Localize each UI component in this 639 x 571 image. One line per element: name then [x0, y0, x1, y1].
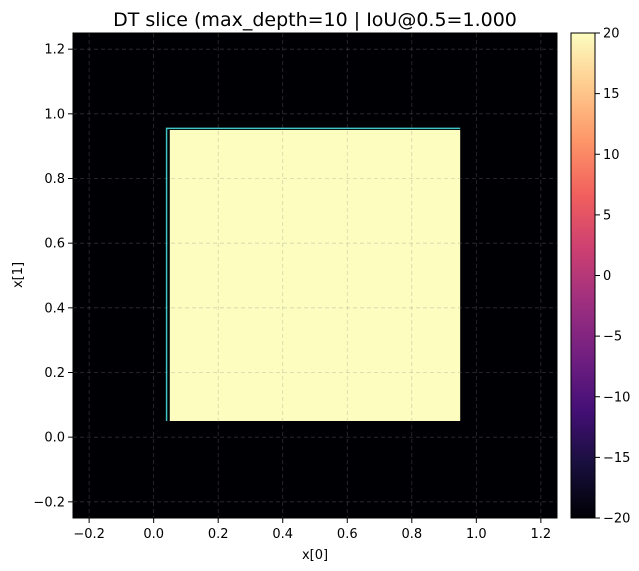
y-axis-ticks: −0.2 0.0 0.2 0.4 0.6 0.8 1.0 1.2 [33, 43, 73, 510]
grid-lines [73, 33, 557, 518]
y-tick-label: 1.2 [44, 43, 65, 58]
plot-frame [72, 32, 558, 519]
colorbar-tick-label: −20 [603, 512, 630, 527]
y-axis-label: x[1] [11, 262, 26, 288]
colorbar-tick-label: 5 [603, 208, 611, 223]
x-tick-label: 0.8 [401, 527, 422, 542]
y-tick-label: 0.6 [44, 237, 65, 252]
y-tick-label: 0.4 [44, 301, 65, 316]
y-tick-label: 1.0 [44, 107, 65, 122]
colorbar-ticks: 20 15 10 5 0 −5 −10 −15 −20 [595, 27, 630, 527]
y-tick-label: 0.8 [44, 172, 65, 187]
colorbar-tick-label: 20 [603, 27, 620, 42]
plot-area [72, 32, 558, 519]
chart-title: DT slice (max_depth=10 | IoU@0.5=1.000 [113, 9, 517, 31]
x-axis-ticks: −0.2 0.0 0.2 0.4 0.6 0.8 1.0 1.2 [73, 518, 551, 542]
colorbar: 20 15 10 5 0 −5 −10 −15 −20 [570, 27, 630, 527]
colorbar-tick-label: −10 [603, 390, 630, 405]
x-tick-label: 0.2 [208, 527, 229, 542]
colorbar-tick-label: 0 [603, 269, 611, 284]
x-tick-label: 1.2 [531, 527, 552, 542]
colorbar-tick-label: 10 [603, 148, 620, 163]
x-tick-label: −0.2 [73, 527, 105, 542]
x-tick-label: 1.0 [466, 527, 487, 542]
ground-truth-boundary [165, 127, 461, 421]
colorbar-tick-label: 15 [603, 87, 620, 102]
colorbar-tick-label: −15 [603, 451, 630, 466]
x-tick-label: 0.6 [337, 527, 358, 542]
x-axis-label: x[0] [302, 548, 328, 563]
predicted-region [169, 130, 461, 421]
x-tick-label: 0.0 [143, 527, 164, 542]
y-tick-label: −0.2 [33, 495, 65, 510]
colorbar-gradient [570, 32, 596, 519]
y-tick-label: 0.2 [44, 366, 65, 381]
y-tick-label: 0.0 [44, 431, 65, 446]
colorbar-tick-label: −5 [603, 330, 622, 345]
x-tick-label: 0.4 [272, 527, 293, 542]
